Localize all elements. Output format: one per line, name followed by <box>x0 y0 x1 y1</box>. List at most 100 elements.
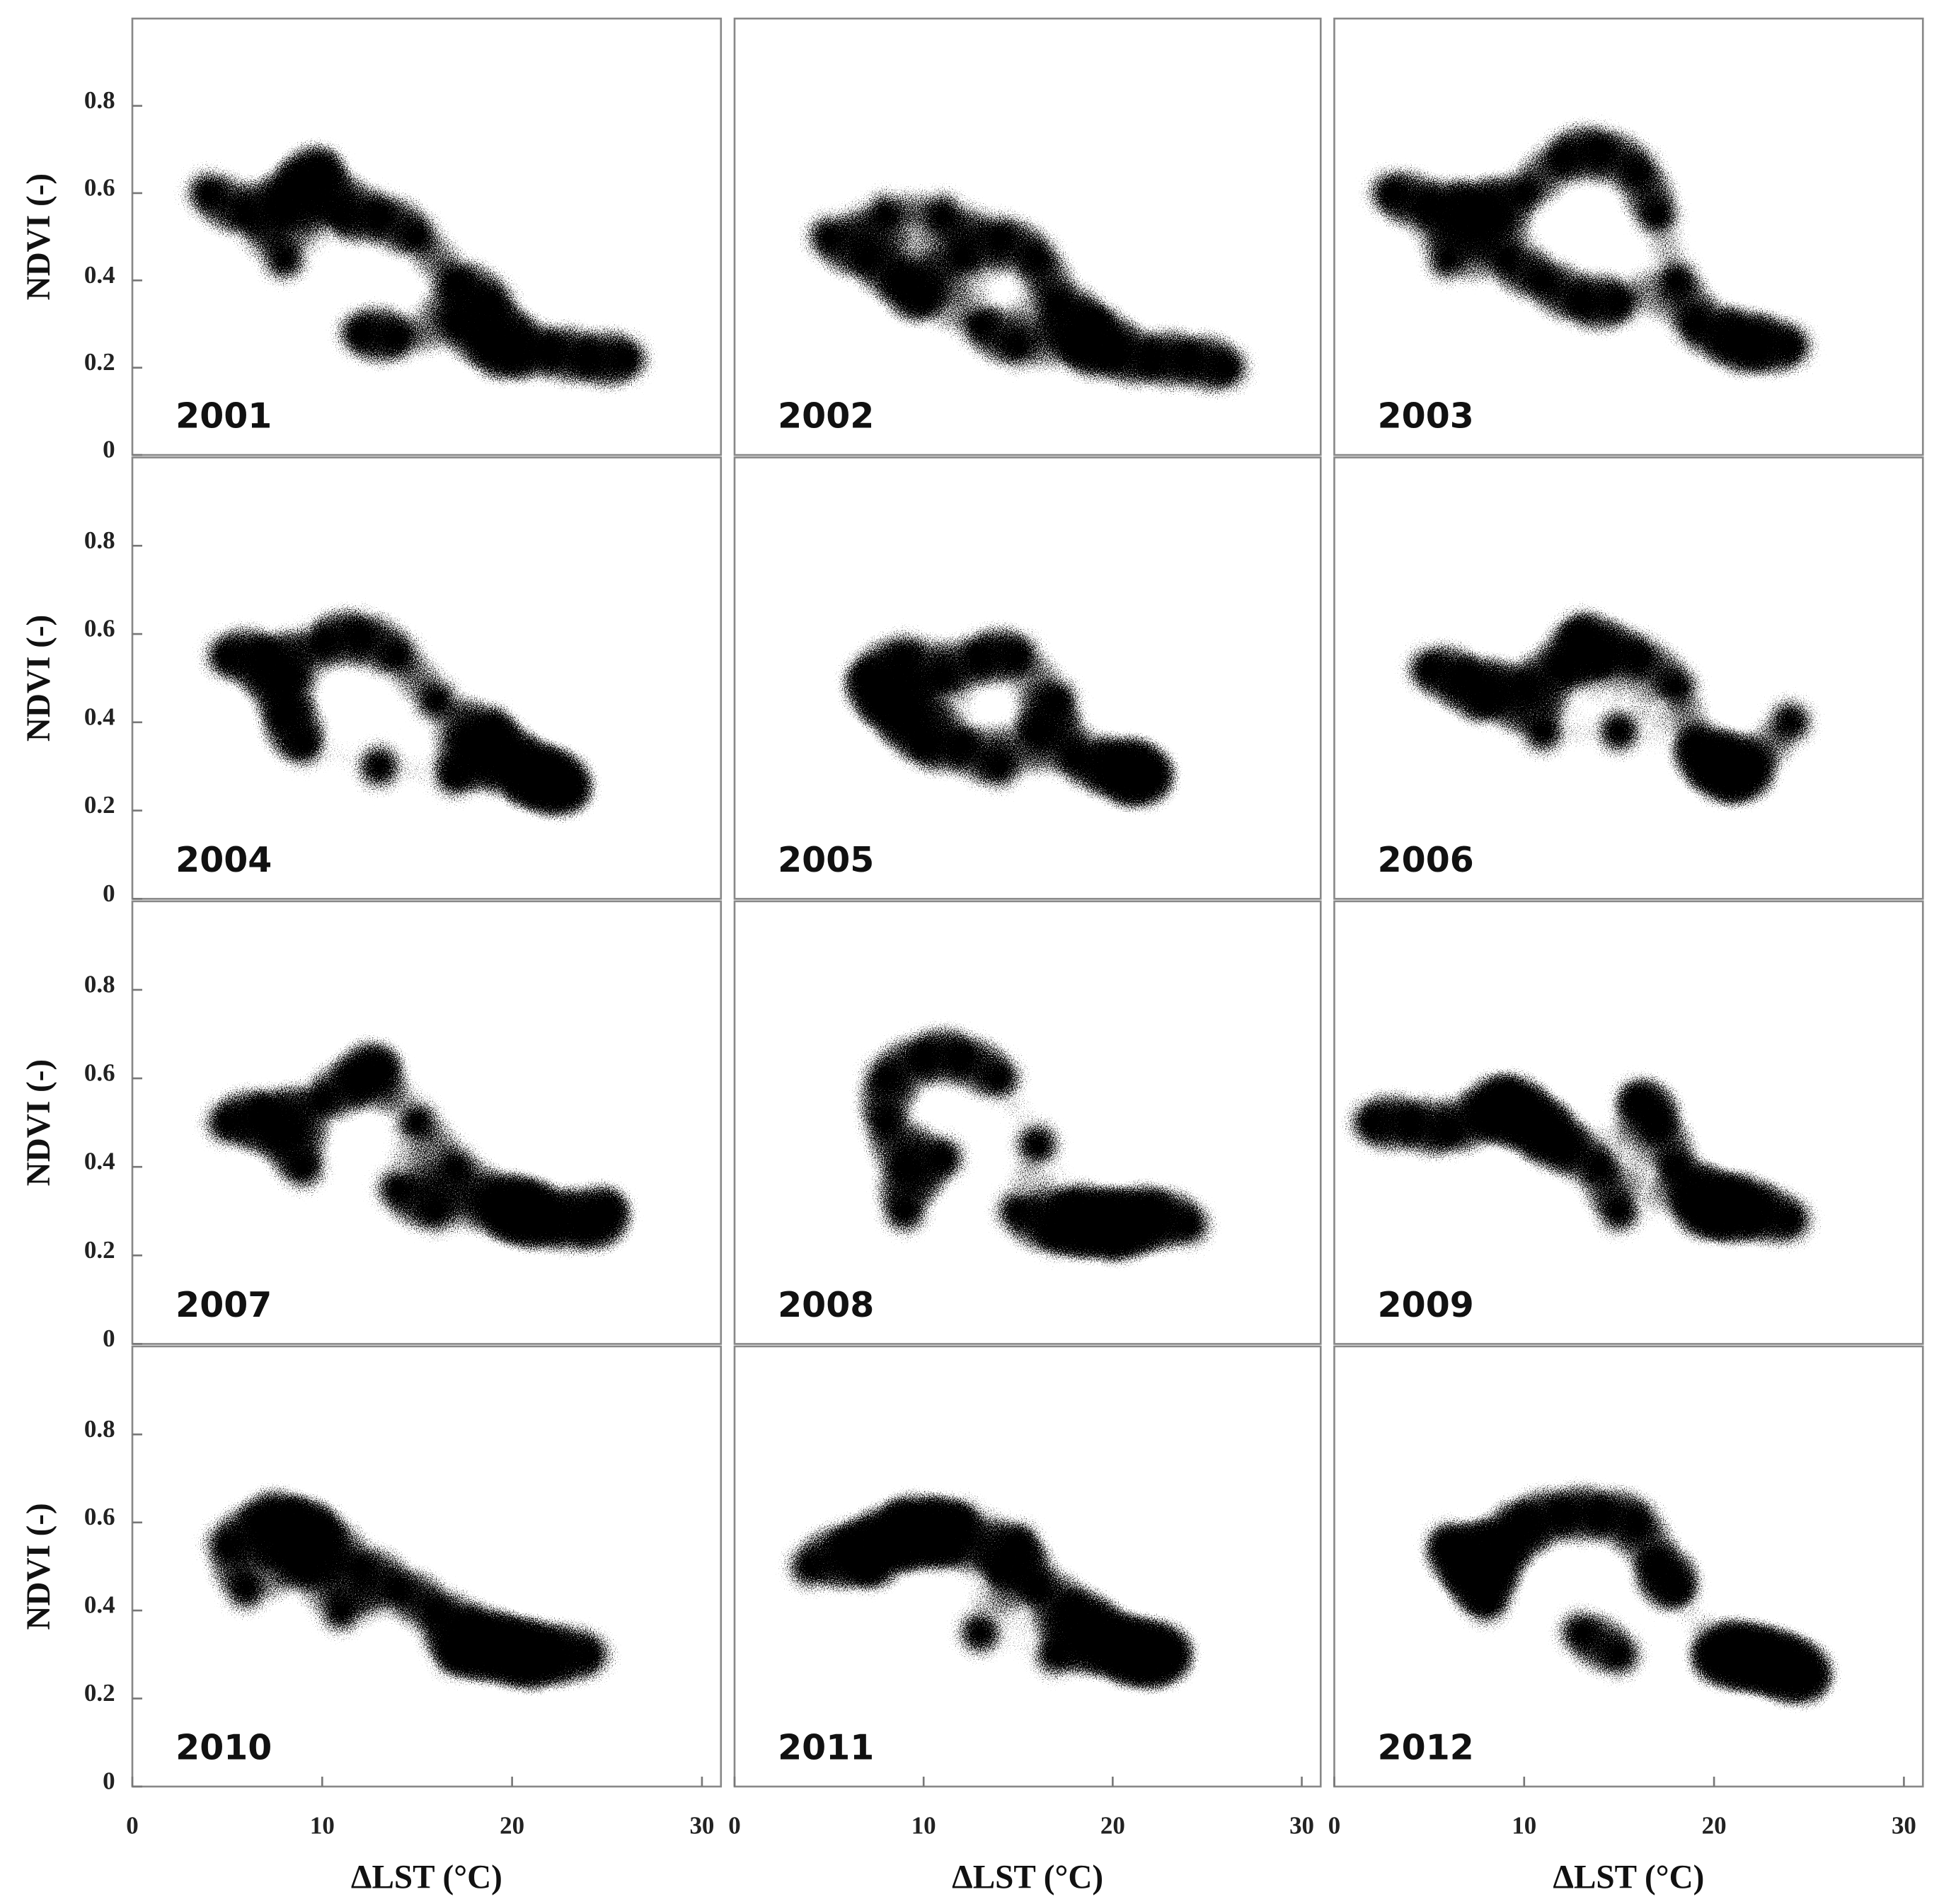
y-tick-label: 0 <box>103 1767 115 1794</box>
y-tick-label: 0.8 <box>84 86 115 114</box>
panel-year: 2005 <box>778 840 874 880</box>
point <box>1003 1602 1108 1707</box>
plot-area <box>1396 1461 1861 1729</box>
panel-frame <box>733 1345 1322 1788</box>
point-cloud <box>156 119 679 411</box>
x-tick-label: 20 <box>500 1811 524 1839</box>
panel-year: 2001 <box>176 396 272 437</box>
x-tick-label: 10 <box>310 1811 335 1839</box>
point <box>194 1536 299 1641</box>
plot-area <box>777 163 1279 420</box>
plot-area <box>175 1470 640 1707</box>
x-axis-label: ΔLST (°C) <box>1553 1859 1704 1896</box>
point-cloud <box>1396 1461 1861 1729</box>
panel: 2002 <box>733 17 1322 456</box>
point <box>517 737 621 841</box>
point <box>1738 670 1842 775</box>
y-tick-label: 0.8 <box>84 970 115 998</box>
y-tick-label: 0.4 <box>84 261 115 289</box>
panel: 2007 0 0.2 0.4 0.6 0.8 NDVI (-) <box>21 900 723 1352</box>
point-cloud <box>175 582 621 841</box>
x-tick-label: 30 <box>1289 1811 1314 1839</box>
panel-year: 2009 <box>1378 1285 1474 1325</box>
panel-year: 2002 <box>778 396 874 437</box>
x-tick-label: 0 <box>126 1811 138 1839</box>
x-tick-label: 20 <box>1100 1811 1125 1839</box>
point <box>985 679 1089 783</box>
y-tick-label: 0.4 <box>84 1148 115 1175</box>
point-cloud <box>834 1004 1241 1286</box>
panel-frame <box>733 900 1322 1345</box>
x-axis-label: ΔLST (°C) <box>952 1859 1103 1896</box>
y-tick-label: 0.6 <box>84 615 115 642</box>
y-tick-label: 0.6 <box>84 1059 115 1087</box>
plot-area <box>1377 582 1842 828</box>
point <box>1491 679 1596 783</box>
panel: 2012 0 10 20 30 ΔLST (°C) <box>1328 1345 1924 1896</box>
y-axis-label: NDVI (-) <box>21 1059 57 1186</box>
point <box>555 1159 660 1264</box>
panel-frame <box>131 17 723 456</box>
point <box>327 714 432 819</box>
y-tick-label: 0.4 <box>84 703 115 730</box>
point-cloud <box>175 1470 640 1707</box>
point <box>1136 1172 1241 1276</box>
y-tick-label: 0 <box>103 436 115 463</box>
point <box>1605 1514 1710 1619</box>
panel: 2004 0 0.2 0.4 0.6 0.8 NDVI (-) <box>21 456 723 907</box>
panel-frame <box>1333 456 1924 900</box>
point <box>834 163 938 267</box>
panel-frame <box>733 456 1322 900</box>
y-tick-label: 0.8 <box>84 526 115 554</box>
x-tick-label: 10 <box>911 1811 936 1839</box>
point <box>232 207 337 311</box>
point <box>1738 1167 1842 1272</box>
panel-frame <box>131 900 723 1345</box>
panel-frame <box>733 17 1322 456</box>
panel: 2009 <box>1333 900 1924 1345</box>
panel-year: 2007 <box>176 1285 272 1325</box>
x-tick-label: 20 <box>1702 1811 1727 1839</box>
panel: 2003 <box>1333 17 1924 456</box>
point <box>574 306 679 411</box>
point-cloud <box>815 604 1203 828</box>
point <box>384 1159 488 1264</box>
x-axis-label: ΔLST (°C) <box>351 1859 502 1896</box>
x-tick-label: 0 <box>1328 1811 1340 1839</box>
plot-area <box>758 1470 1221 1707</box>
plot-area <box>156 119 679 411</box>
plot-area <box>834 1004 1241 1286</box>
point <box>289 1558 393 1663</box>
point <box>441 679 546 783</box>
point <box>536 1602 640 1707</box>
panel: 2001 0 0.2 0.4 0.6 0.8 NDVI (-) <box>21 17 723 463</box>
panel: 2006 <box>1333 456 1924 900</box>
y-tick-label: 0.2 <box>84 791 115 819</box>
y-tick-label: 0.2 <box>84 1679 115 1707</box>
point <box>1174 316 1279 420</box>
y-tick-label: 0.4 <box>84 1591 115 1619</box>
x-tick-label: 0 <box>728 1811 740 1839</box>
plot-area <box>175 1017 660 1276</box>
point-cloud <box>1377 582 1842 828</box>
panel-frame <box>1333 900 1924 1345</box>
panel-year: 2011 <box>778 1728 874 1768</box>
y-tick-label: 0.6 <box>84 1503 115 1530</box>
point <box>1003 1181 1108 1286</box>
point <box>251 1114 355 1219</box>
panel-year: 2004 <box>176 840 272 880</box>
panel-frame <box>131 1345 723 1788</box>
point <box>1117 1602 1221 1707</box>
point-cloud <box>758 1470 1221 1707</box>
panel: 2011 0 10 20 30 ΔLST (°C) <box>728 1345 1322 1896</box>
point <box>853 604 957 708</box>
point-cloud <box>175 1017 660 1276</box>
x-tick-label: 30 <box>689 1811 714 1839</box>
panel: 2005 <box>733 456 1322 900</box>
y-tick-label: 0.2 <box>84 348 115 376</box>
panel-frame <box>131 456 723 900</box>
panel-year: 2003 <box>1378 396 1474 437</box>
panel-year: 2006 <box>1378 840 1474 880</box>
